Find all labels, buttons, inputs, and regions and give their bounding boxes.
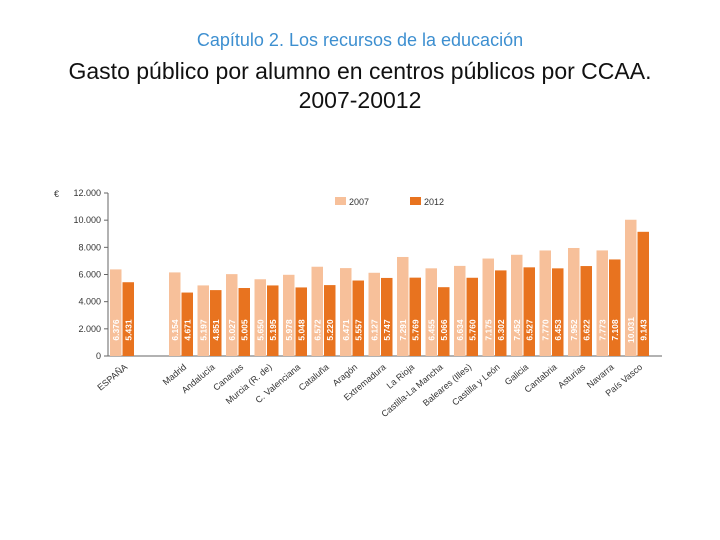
bar-2012: [122, 282, 134, 356]
data-label-2007: 7.773: [597, 319, 607, 341]
data-label-2007: 5.197: [198, 319, 208, 341]
bar-2007: [539, 250, 551, 356]
data-label-2007: 6.027: [227, 319, 237, 341]
bar-2012: [267, 285, 279, 356]
category-label: ESPAÑA: [95, 362, 129, 393]
data-label-2012: 6.453: [553, 319, 563, 341]
bar-2012: [352, 280, 364, 356]
data-label-2012: 5.066: [439, 319, 449, 341]
data-label-2012: 6.622: [581, 319, 591, 341]
data-label-2012: 5.005: [239, 319, 249, 341]
data-label-2012: 5.195: [268, 319, 278, 341]
data-label-2012: 5.048: [296, 319, 306, 341]
bar-2012: [637, 231, 649, 356]
data-label-2012: 5.220: [325, 319, 335, 341]
bar-2012: [238, 288, 250, 356]
bar-2007: [568, 247, 580, 356]
y-tick-label: 4.000: [78, 297, 101, 307]
data-label-2007: 7.952: [569, 319, 579, 341]
data-label-2007: 6.634: [455, 319, 465, 341]
bar-2012: [324, 285, 336, 356]
y-tick-label: 8.000: [78, 242, 101, 252]
data-label-2007: 6.455: [426, 319, 436, 341]
bar-2007: [226, 274, 238, 356]
bar-2007: [340, 268, 352, 356]
y-tick-label: 10.000: [73, 215, 101, 225]
data-label-2012: 7.108: [610, 319, 620, 341]
bar-2012: [409, 277, 421, 356]
bar-2007: [368, 272, 380, 356]
data-label-2007: 7.175: [483, 319, 493, 341]
bar-2007: [482, 258, 494, 356]
bar-2007: [254, 279, 266, 356]
legend-swatch-2007: [335, 197, 346, 205]
y-tick-label: 6.000: [78, 270, 101, 280]
bar-2007: [625, 219, 637, 356]
y-tick-label: 2.000: [78, 324, 101, 334]
bar-2012: [466, 277, 478, 356]
bar-2007: [425, 268, 437, 356]
bar-2007: [454, 265, 466, 356]
legend-label-2007: 2007: [349, 197, 369, 207]
bar-2007: [596, 250, 608, 356]
chapter-subtitle: Capítulo 2. Los recursos de la educación: [196, 30, 524, 50]
data-label-2012: 4.851: [211, 319, 221, 341]
bar-2007: [169, 272, 181, 356]
bar-2007: [397, 256, 409, 356]
bar-2012: [495, 270, 507, 356]
data-label-2007: 6.572: [312, 319, 322, 341]
bar-2012: [381, 277, 393, 356]
data-label-2007: 6.471: [341, 319, 351, 341]
bar-2012: [295, 287, 307, 356]
data-label-2007: 7.291: [398, 319, 408, 341]
data-label-2007: 5.978: [284, 319, 294, 341]
data-label-2007: 7.770: [540, 319, 550, 341]
bar-2007: [110, 269, 122, 356]
bar-2012: [523, 267, 535, 356]
bar-2007: [197, 285, 209, 356]
data-label-2007: 6.154: [170, 319, 180, 341]
bar-2012: [580, 266, 592, 356]
data-label-2012: 6.302: [496, 319, 506, 341]
data-label-2012: 5.769: [410, 319, 420, 341]
category-label: Cataluña: [297, 362, 331, 393]
bar-chart: €0 2.000 4.000 6.000 8.000 10.000 12.000 2007 20…: [54, 188, 662, 419]
data-label-2012: 6.527: [524, 319, 534, 341]
data-label-2007: 7.452: [512, 319, 522, 341]
bar-2012: [552, 268, 564, 356]
data-label-2012: 9.143: [638, 319, 648, 341]
bar-2012: [438, 287, 450, 356]
data-label-2007: 5.650: [255, 319, 265, 341]
y-tick-label: 0: [96, 351, 101, 361]
page-title: Gasto público por alumno en centros públ…: [68, 58, 652, 113]
bar-2007: [283, 274, 295, 356]
bar-2012: [609, 259, 621, 356]
category-label: Asturias: [556, 362, 588, 391]
data-label-2007: 6.376: [111, 319, 121, 341]
data-label-2007: 6.127: [369, 319, 379, 341]
data-label-2012: 4.671: [182, 319, 192, 341]
bar-2007: [511, 254, 523, 356]
bar-2007: [311, 266, 323, 356]
y-tick-label: 12.000: [73, 188, 101, 198]
bar-2012: [210, 290, 222, 356]
legend-swatch-2012: [410, 197, 421, 205]
legend-label-2012: 2012: [424, 197, 444, 207]
data-label-2012: 5.760: [467, 319, 477, 341]
data-label-2012: 5.557: [353, 319, 363, 341]
currency-label: €: [54, 189, 59, 199]
data-label-2007: 10.031: [626, 317, 636, 343]
data-label-2012: 5.431: [123, 319, 133, 341]
bar-2012: [181, 292, 193, 356]
data-label-2012: 5.747: [382, 319, 392, 341]
